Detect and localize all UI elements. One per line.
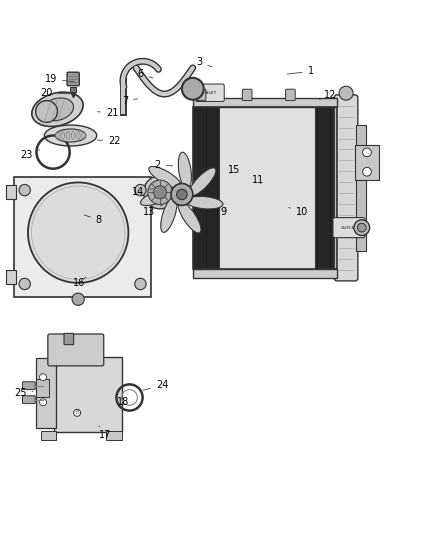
Text: 19: 19: [45, 74, 74, 84]
Text: 17: 17: [99, 426, 112, 440]
FancyBboxPatch shape: [6, 270, 15, 284]
Circle shape: [354, 220, 370, 236]
FancyBboxPatch shape: [48, 334, 104, 366]
Text: 9: 9: [220, 207, 226, 217]
Bar: [14, 177, 151, 297]
Circle shape: [363, 167, 371, 176]
Bar: [54, 357, 122, 432]
Text: 7: 7: [122, 95, 138, 106]
Circle shape: [357, 223, 366, 232]
FancyBboxPatch shape: [67, 72, 79, 86]
Circle shape: [39, 399, 46, 406]
Text: 11: 11: [252, 175, 265, 185]
Text: 13: 13: [143, 205, 162, 217]
Circle shape: [35, 101, 57, 123]
Ellipse shape: [32, 92, 83, 126]
Circle shape: [74, 409, 81, 416]
Ellipse shape: [41, 98, 74, 120]
Circle shape: [144, 176, 177, 209]
Text: 22: 22: [97, 136, 120, 146]
Text: 16: 16: [73, 277, 86, 288]
FancyBboxPatch shape: [334, 95, 358, 281]
Circle shape: [177, 189, 187, 200]
Bar: [70, 87, 76, 92]
Circle shape: [182, 78, 204, 100]
Circle shape: [135, 184, 146, 196]
Text: OUTLET: OUTLET: [341, 225, 357, 230]
Bar: [219, 107, 315, 269]
Circle shape: [39, 374, 46, 381]
Bar: [193, 107, 337, 269]
FancyBboxPatch shape: [195, 84, 224, 101]
Text: 25: 25: [14, 388, 33, 398]
Text: 18: 18: [117, 397, 129, 407]
Bar: [106, 431, 122, 440]
Ellipse shape: [178, 152, 191, 189]
FancyBboxPatch shape: [333, 217, 365, 238]
Circle shape: [153, 185, 166, 199]
Text: INLET: INLET: [204, 91, 216, 95]
Circle shape: [72, 293, 84, 305]
Ellipse shape: [186, 196, 223, 209]
Text: 21: 21: [97, 108, 118, 118]
Text: 23: 23: [21, 150, 39, 160]
Text: 20: 20: [40, 88, 70, 98]
Text: 8: 8: [84, 215, 102, 225]
Ellipse shape: [149, 166, 181, 188]
Ellipse shape: [44, 125, 97, 146]
Circle shape: [135, 278, 146, 289]
Bar: [193, 98, 337, 107]
FancyBboxPatch shape: [196, 89, 206, 101]
Circle shape: [171, 183, 193, 205]
Bar: [356, 125, 366, 251]
Bar: [36, 379, 49, 397]
Text: 12: 12: [319, 90, 336, 100]
FancyBboxPatch shape: [22, 395, 35, 403]
Text: 2: 2: [155, 160, 173, 170]
Text: 6: 6: [138, 69, 153, 79]
FancyBboxPatch shape: [22, 382, 35, 390]
Circle shape: [28, 182, 128, 283]
Text: 15: 15: [228, 165, 240, 175]
Circle shape: [19, 278, 30, 289]
FancyBboxPatch shape: [64, 333, 74, 345]
Ellipse shape: [189, 168, 216, 196]
Text: B: B: [75, 410, 79, 415]
Ellipse shape: [178, 201, 201, 233]
FancyBboxPatch shape: [6, 185, 15, 199]
Bar: [315, 107, 337, 269]
Bar: [36, 358, 56, 428]
Circle shape: [339, 86, 353, 100]
FancyBboxPatch shape: [242, 89, 252, 101]
Ellipse shape: [161, 197, 177, 232]
Text: 1: 1: [287, 66, 314, 76]
Bar: [41, 431, 56, 440]
Text: 14: 14: [132, 187, 153, 197]
Circle shape: [148, 180, 172, 205]
Circle shape: [19, 184, 30, 196]
Text: 24: 24: [143, 380, 169, 390]
FancyBboxPatch shape: [355, 145, 379, 180]
FancyBboxPatch shape: [286, 89, 295, 101]
Ellipse shape: [55, 129, 86, 142]
Circle shape: [363, 148, 371, 157]
Bar: [193, 269, 337, 278]
Text: 10: 10: [289, 207, 308, 217]
Bar: [193, 107, 219, 269]
Text: 3: 3: [196, 57, 212, 67]
Ellipse shape: [141, 188, 176, 206]
